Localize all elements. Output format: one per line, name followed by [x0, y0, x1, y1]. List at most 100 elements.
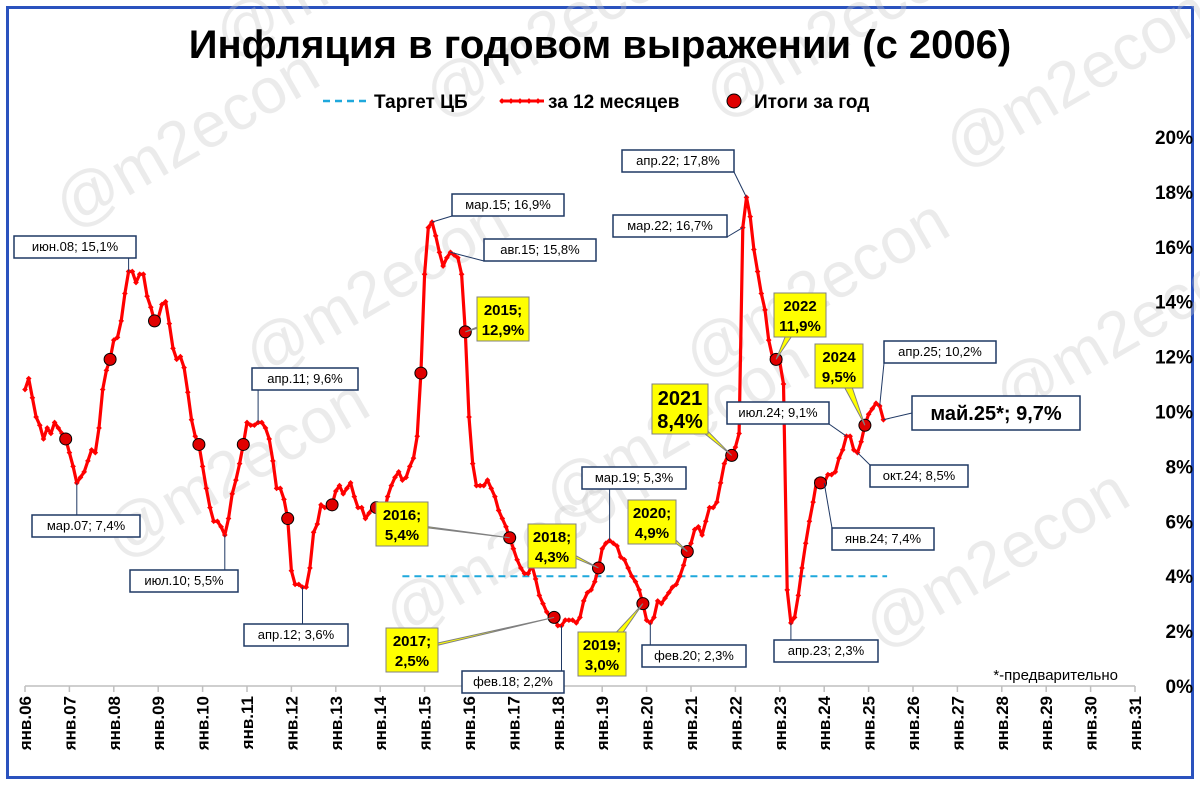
monthly-point: [736, 430, 742, 437]
monthly-point: [218, 523, 224, 530]
annotation-box: [461, 670, 565, 694]
monthly-point: [281, 496, 287, 503]
monthly-point: [25, 375, 32, 382]
monthly-point: [643, 617, 650, 623]
monthly-point: [510, 545, 517, 552]
monthly-point: [410, 455, 417, 461]
legend-monthly-label: за 12 месяцев: [548, 92, 679, 113]
annotation-label: апр.12; 3,6%: [258, 627, 335, 642]
yearly-callout-box: [577, 631, 627, 677]
monthly-point: [580, 598, 587, 604]
y-tick-label: 8%: [1166, 457, 1194, 478]
monthly-point: [425, 224, 432, 231]
monthly-point: [118, 318, 125, 324]
x-tick-label: янв.12: [282, 696, 301, 751]
monthly-point: [625, 565, 631, 571]
annotation-label: апр.23; 2,3%: [788, 643, 865, 658]
monthly-point: [144, 293, 150, 300]
x-tick-label: янв.14: [371, 695, 390, 751]
monthly-point: [233, 477, 239, 483]
monthly-point: [99, 386, 106, 393]
monthly-point: [480, 482, 487, 489]
x-tick-label: янв.30: [1082, 696, 1101, 751]
legend-monthly-marker: [517, 98, 523, 104]
monthly-point: [432, 232, 439, 239]
monthly-point: [543, 609, 550, 615]
x-tick-label: янв.21: [682, 696, 701, 751]
monthly-point: [617, 554, 624, 560]
yearly-point: [148, 314, 161, 328]
x-tick-label: янв.27: [948, 696, 967, 751]
yearly-point: [236, 437, 250, 451]
monthly-point: [706, 504, 713, 511]
monthly-point: [802, 540, 809, 547]
monthly-point: [210, 518, 217, 525]
yearly-callout-value: 5,4%: [385, 527, 419, 544]
monthly-point: [288, 567, 295, 574]
monthly-point: [258, 419, 265, 426]
monthly-point: [270, 458, 276, 464]
x-tick-label: янв.17: [504, 696, 523, 751]
annotation-leader: [823, 482, 833, 529]
monthly-point: [355, 504, 361, 511]
monthly-point: [332, 488, 339, 494]
monthly-point: [873, 400, 879, 407]
monthly-point: [695, 523, 702, 530]
monthly-point: [636, 587, 643, 593]
monthly-point: [865, 411, 872, 418]
monthly-point: [710, 504, 717, 511]
yearly-point: [414, 366, 428, 380]
monthly-point: [806, 518, 813, 525]
monthly-point: [170, 345, 176, 352]
x-tick-label: янв.22: [726, 696, 745, 751]
monthly-point: [517, 565, 524, 571]
monthly-point: [307, 565, 313, 571]
x-tick-label: янв.13: [327, 696, 346, 751]
annotation-box: [13, 235, 137, 259]
monthly-point: [691, 526, 698, 533]
annotation-label: июн.08; 15,1%: [32, 239, 119, 254]
monthly-point: [22, 386, 28, 393]
monthly-point: [603, 540, 609, 547]
yearly-callout-year: 2021: [658, 388, 703, 410]
x-tick-label: янв.18: [549, 696, 568, 751]
monthly-point: [621, 556, 628, 563]
annotation-leader: [450, 251, 485, 262]
yearly-point: [59, 432, 73, 446]
annotation-label: авг.15; 15,8%: [500, 242, 580, 257]
annotation-label: июл.24; 9,1%: [738, 405, 818, 420]
monthly-point: [732, 444, 739, 451]
annotation-box: [831, 527, 935, 551]
monthly-point: [303, 584, 310, 591]
annotation-box: [129, 569, 239, 593]
x-tick-label: янв.26: [904, 696, 923, 751]
monthly-point: [140, 271, 147, 278]
y-tick-label: 6%: [1166, 512, 1194, 533]
monthly-point: [162, 298, 169, 305]
monthly-point: [721, 460, 728, 467]
x-tick-label: янв.24: [815, 695, 834, 751]
x-tick-label: янв.20: [638, 696, 657, 751]
monthly-point: [96, 425, 102, 431]
monthly-point: [469, 460, 476, 467]
monthly-point: [688, 540, 694, 547]
y-tick-label: 2%: [1166, 622, 1194, 643]
monthly-point: [540, 600, 546, 607]
monthly-point: [492, 493, 498, 500]
monthly-point: [199, 463, 206, 470]
monthly-point: [702, 518, 709, 525]
monthly-point: [92, 449, 99, 456]
monthly-point: [366, 510, 372, 516]
legend-target-label: Таргет ЦБ: [374, 92, 468, 113]
yearly-point: [281, 512, 295, 526]
annotation-label: мар.19; 5,3%: [595, 470, 674, 485]
monthly-point: [110, 337, 117, 343]
monthly-point: [203, 485, 210, 492]
yearly-callout-box: [385, 627, 439, 673]
x-tick-label: янв.07: [60, 696, 79, 751]
yearly-callout-value: 9,5%: [822, 369, 856, 386]
monthly-point: [455, 254, 461, 261]
x-tick-label: янв.15: [416, 696, 435, 751]
annotation-box: [773, 639, 879, 663]
